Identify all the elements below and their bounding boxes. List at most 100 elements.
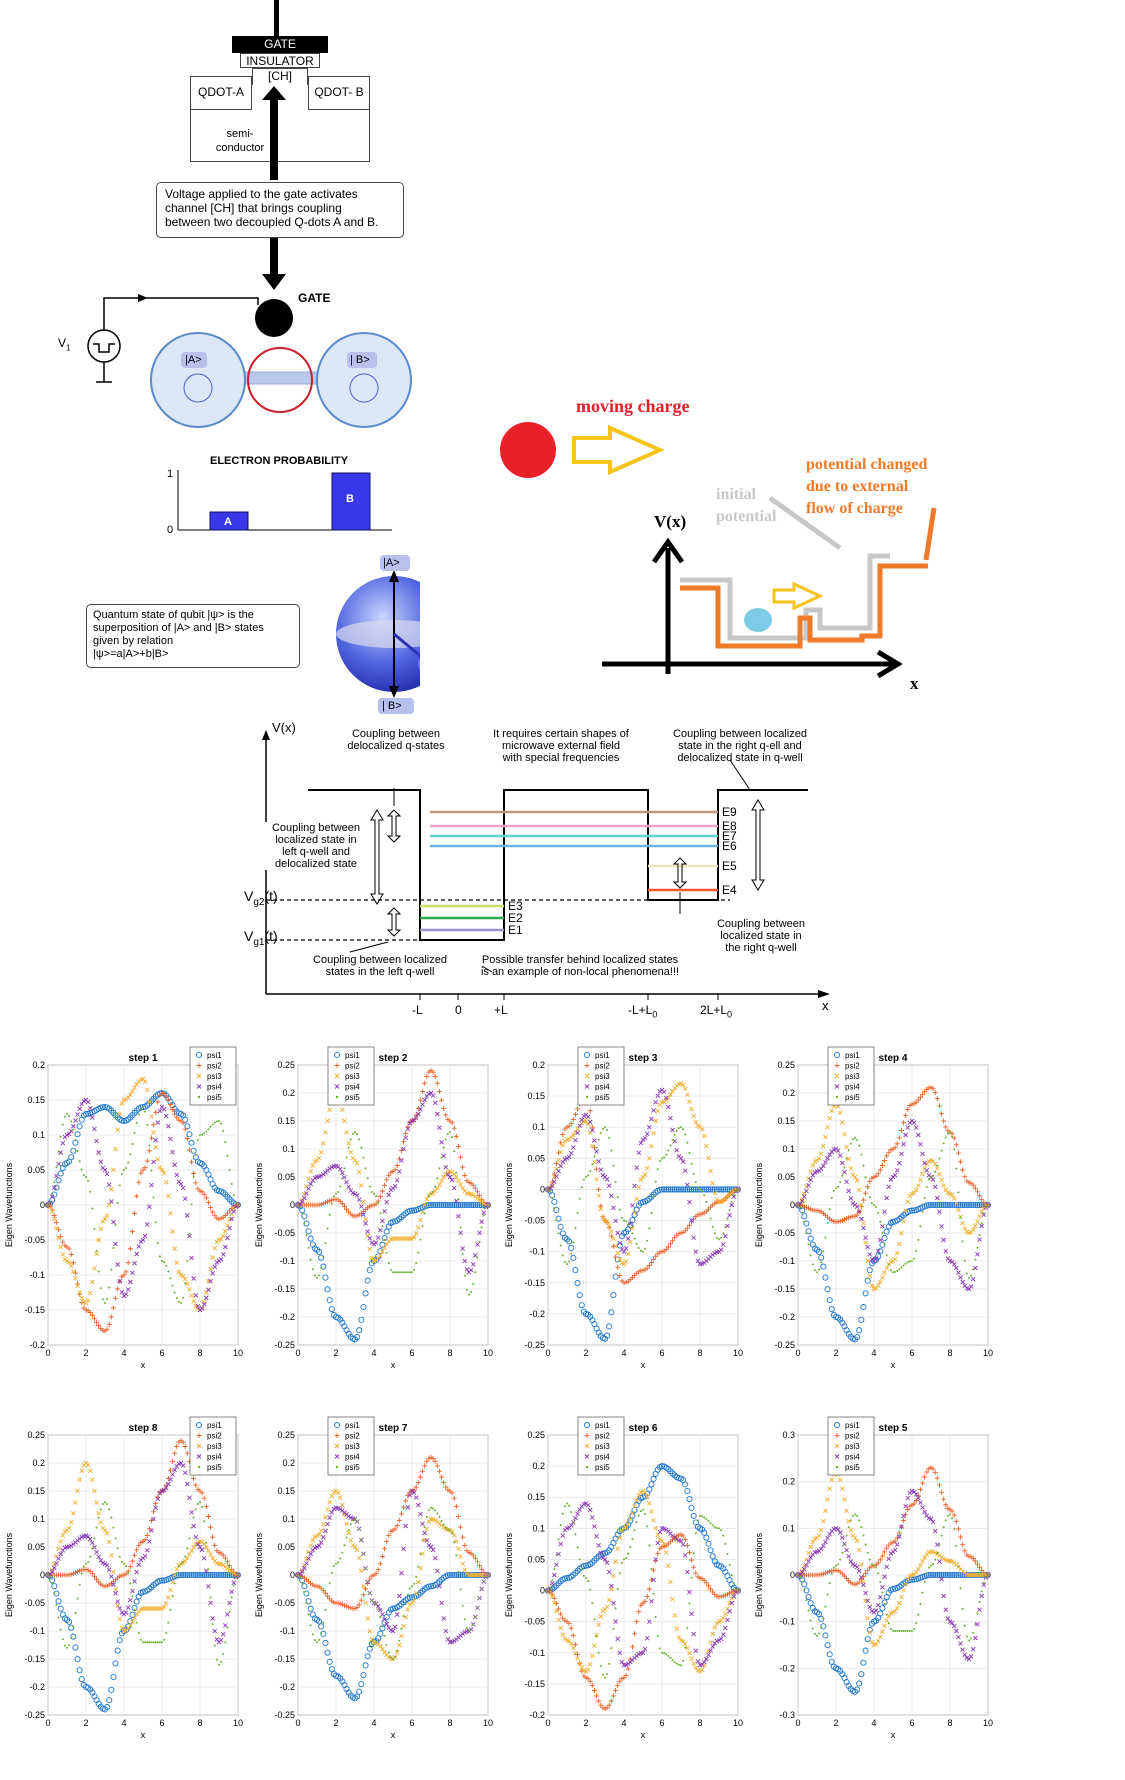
data-point-psi5 — [620, 1216, 623, 1219]
data-point-psi1 — [711, 1186, 718, 1193]
data-point-psi5 — [478, 1241, 481, 1244]
data-point-psi3 — [840, 1120, 845, 1125]
data-point-psi5 — [547, 1589, 549, 1592]
legend-entry: psi5 — [207, 1463, 222, 1472]
data-point-psi3 — [310, 1163, 316, 1168]
data-point-psi2 — [575, 1652, 581, 1658]
data-point-psi4 — [439, 1139, 444, 1145]
data-point-psi5 — [883, 1603, 886, 1606]
data-point-psi5 — [93, 1228, 96, 1231]
y-tick-label: 0.25 — [527, 1430, 545, 1440]
legend-marker — [334, 1433, 340, 1438]
data-point-psi5 — [218, 1663, 220, 1666]
data-point-psi5 — [373, 1602, 375, 1604]
data-point-psi3 — [346, 1530, 351, 1536]
data-point-psi3 — [166, 1193, 171, 1199]
data-point-psi3 — [384, 1241, 389, 1247]
data-point-psi2 — [568, 1121, 574, 1127]
data-point-psi5 — [224, 1141, 227, 1143]
legend-entry: psi2 — [845, 1432, 860, 1441]
data-point-psi4 — [90, 1115, 95, 1120]
data-point-psi5 — [215, 1658, 218, 1661]
data-point-psi3 — [642, 1490, 648, 1495]
data-point-psi5 — [184, 1555, 187, 1558]
data-point-psi5 — [845, 1157, 848, 1160]
data-point-psi4 — [668, 1115, 673, 1121]
data-point-psi4 — [718, 1636, 724, 1642]
data-point-psi5 — [566, 1263, 568, 1266]
data-point-psi5 — [656, 1168, 659, 1171]
data-point-psi4 — [977, 1607, 982, 1613]
data-point-psi5 — [440, 1156, 443, 1159]
legend-entry: psi2 — [345, 1432, 360, 1441]
data-point-psi1 — [932, 1201, 939, 1209]
data-point-psi2 — [960, 1542, 966, 1548]
data-point-psi3 — [187, 1287, 192, 1292]
x-tick-label: 10 — [733, 1718, 743, 1728]
data-point-psi4 — [951, 1623, 957, 1629]
data-point-psi1 — [828, 1306, 835, 1313]
data-point-psi5 — [453, 1150, 456, 1153]
data-point-psi5 — [383, 1238, 386, 1241]
data-point-psi4 — [142, 1233, 148, 1239]
y-axis-label: Eigen Wavefunctions — [254, 1162, 264, 1247]
data-point-psi4 — [464, 1267, 470, 1272]
data-point-psi1 — [427, 1583, 435, 1590]
data-point-psi3 — [678, 1081, 684, 1086]
data-point-psi5 — [684, 1646, 687, 1649]
y-tick-label: 0.2 — [282, 1458, 295, 1468]
data-point-psi3 — [848, 1527, 854, 1533]
data-point-psi5 — [942, 1142, 945, 1145]
data-point-psi4 — [922, 1160, 927, 1166]
data-point-psi2 — [686, 1550, 692, 1556]
data-point-psi3 — [606, 1223, 612, 1228]
y-tick-label: -0.1 — [279, 1626, 295, 1636]
data-point-psi5 — [860, 1526, 863, 1529]
data-point-psi4 — [880, 1223, 885, 1229]
data-point-psi2 — [932, 1090, 938, 1096]
data-point-psi1 — [858, 1316, 865, 1323]
v1-text: V — [58, 336, 67, 350]
data-point-psi5 — [563, 1260, 566, 1263]
data-point-psi1 — [816, 1610, 823, 1618]
data-point-psi4 — [151, 1516, 156, 1522]
data-point-psi5 — [635, 1242, 638, 1245]
data-point-psi5 — [438, 1516, 441, 1519]
data-point-psi4 — [804, 1563, 809, 1568]
data-point-psi5 — [347, 1146, 350, 1149]
data-point-psi4 — [151, 1159, 156, 1165]
data-point-psi5 — [297, 1204, 299, 1206]
note-line: is an example of non-local phenomena!!! — [480, 966, 680, 978]
data-point-psi1 — [807, 1235, 814, 1242]
data-point-psi1 — [444, 1572, 451, 1579]
y-tick-label: 0.05 — [527, 1153, 545, 1163]
data-point-psi3 — [623, 1259, 629, 1264]
data-point-psi3 — [829, 1108, 835, 1114]
data-point-psi5 — [965, 1272, 968, 1275]
y-axis-label: Eigen Wavefunctions — [4, 1162, 14, 1247]
data-point-psi5 — [949, 1131, 951, 1134]
data-point-psi2 — [203, 1503, 209, 1509]
data-point-psi4 — [189, 1509, 194, 1515]
data-point-psi5 — [713, 1525, 716, 1528]
data-point-psi4 — [201, 1301, 207, 1307]
data-point-psi2 — [453, 1503, 459, 1509]
x-tick-label: 2 — [333, 1718, 338, 1728]
data-point-psi3 — [90, 1279, 95, 1285]
data-point-psi5 — [856, 1138, 859, 1141]
data-point-psi5 — [345, 1536, 348, 1539]
data-point-psi5 — [976, 1246, 979, 1249]
data-point-psi4 — [647, 1619, 652, 1624]
data-point-psi5 — [934, 1170, 937, 1173]
y-axis-label: Eigen Wavefunctions — [504, 1532, 514, 1617]
data-point-psi2 — [896, 1135, 902, 1141]
data-point-psi3 — [617, 1256, 623, 1262]
data-point-psi5 — [824, 1236, 827, 1239]
data-point-psi1 — [112, 1660, 119, 1667]
data-point-psi2 — [958, 1534, 964, 1540]
legend-marker — [584, 1084, 590, 1089]
x-tick-label: 0 — [45, 1718, 50, 1728]
data-point-psi4 — [422, 1530, 427, 1536]
data-point-psi3 — [594, 1632, 599, 1638]
data-point-psi1 — [875, 1253, 882, 1260]
